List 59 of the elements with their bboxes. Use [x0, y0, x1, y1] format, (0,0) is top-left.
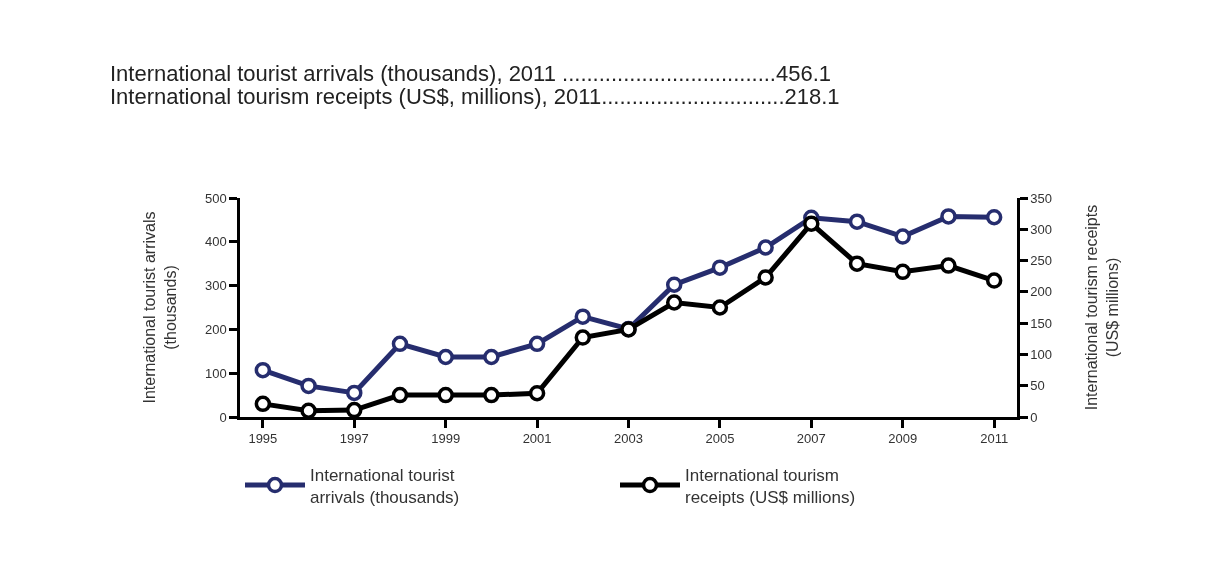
point [300, 377, 317, 395]
x-tick-label: 2009 [888, 431, 918, 447]
legend-label: International tourist arrivals (thousands) [310, 465, 460, 507]
point [391, 335, 409, 353]
point [483, 386, 500, 404]
point [437, 348, 454, 366]
text: International tourist arrivals (thousands), 2011 ...................................456.1 [110, 61, 832, 86]
point [848, 213, 866, 230]
point [391, 386, 409, 404]
point [528, 335, 546, 353]
point [940, 257, 957, 274]
point [254, 361, 272, 379]
y2-tick-label: 50 [1030, 378, 1045, 394]
point [757, 269, 774, 286]
point [300, 402, 317, 419]
y-tick-label: 0 [219, 409, 227, 425]
point [894, 228, 911, 245]
point [985, 272, 1003, 289]
x-tick-label: 2001 [522, 431, 552, 447]
point [711, 259, 729, 276]
x-tick-label: 1999 [431, 431, 461, 447]
y2-axis-title: International tourism receipts (US$ millions) [1082, 204, 1121, 411]
y2-tick-label: 350 [1030, 190, 1053, 206]
point [346, 384, 363, 402]
point [665, 276, 683, 293]
point [711, 299, 729, 316]
point [528, 384, 546, 402]
point [346, 401, 363, 419]
y2-tick-label: 150 [1030, 315, 1053, 331]
y2-tick-label: 100 [1030, 346, 1053, 362]
point [574, 308, 592, 325]
point [665, 294, 683, 311]
point [757, 239, 774, 256]
x-tick-label: 2003 [614, 431, 643, 447]
x-tick-label: 1995 [248, 431, 278, 447]
y2-tick-label: 200 [1030, 284, 1053, 300]
y2-tick-label: 250 [1030, 253, 1053, 269]
point [803, 215, 820, 232]
x-tick-label: 2005 [705, 431, 735, 447]
point [254, 395, 272, 413]
point [437, 386, 454, 404]
y-tick-label: 200 [204, 321, 227, 337]
x-tick-label: 2007 [796, 431, 826, 447]
point [985, 208, 1003, 226]
y-tick-label: 500 [204, 190, 227, 206]
x-tick-label: 1997 [339, 431, 369, 447]
point [894, 263, 911, 281]
point [940, 208, 957, 225]
y-tick-label: 400 [204, 234, 227, 250]
y-tick-label: 300 [204, 278, 227, 294]
point [574, 329, 592, 346]
legend-label: International tourism receipts (US$ millions) [685, 465, 856, 507]
y2-tick-label: 300 [1030, 221, 1053, 237]
x-tick-label: 2011 [980, 431, 1009, 447]
point [483, 348, 500, 366]
y-tick-label: 100 [204, 365, 227, 381]
y2-tick-label: 0 [1030, 409, 1038, 425]
point [848, 255, 866, 272]
y-axis-title: International tourist arrivals (thousands) [141, 211, 179, 404]
